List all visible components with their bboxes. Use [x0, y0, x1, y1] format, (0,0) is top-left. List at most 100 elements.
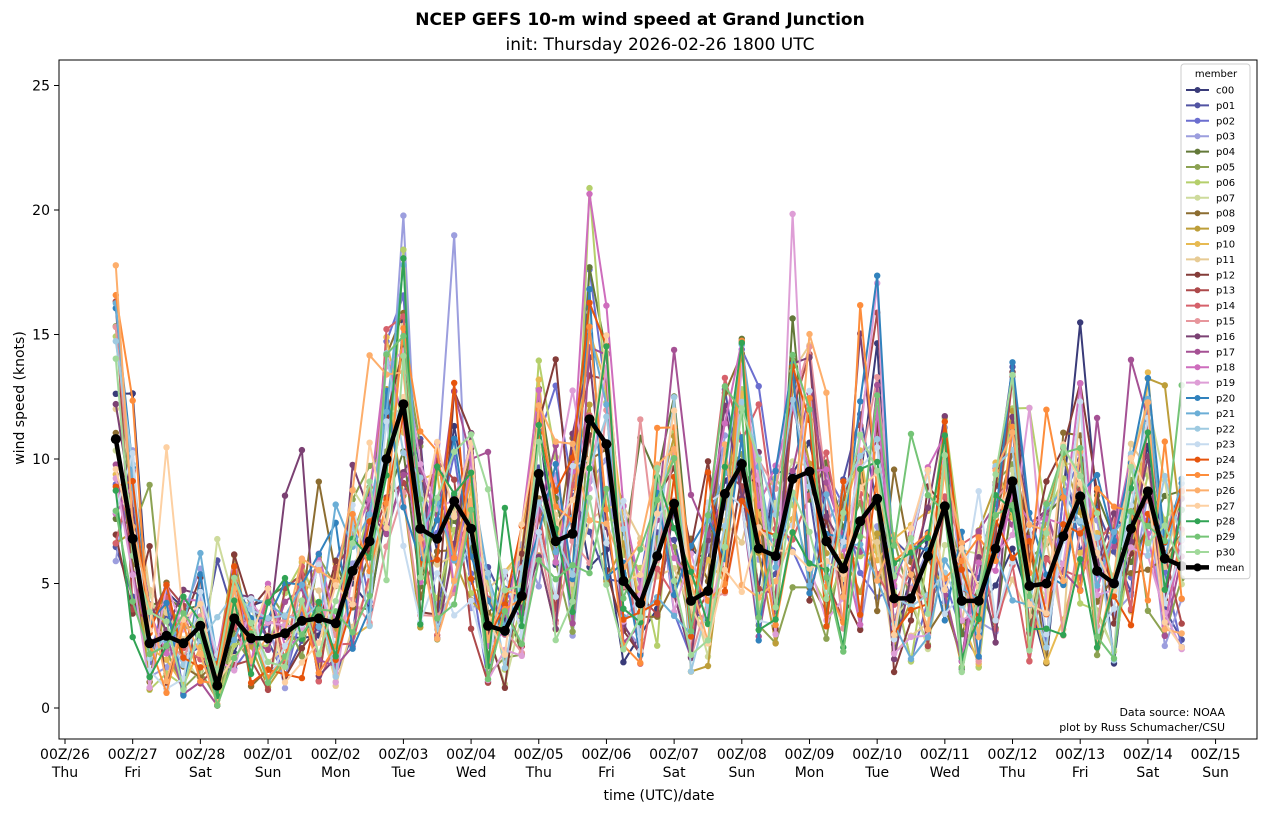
member-point-p29 [1043, 500, 1050, 508]
member-point-p29 [518, 640, 525, 648]
member-point-p18 [823, 466, 830, 473]
mean-point [804, 466, 815, 477]
legend-entry-c00: c00 [1186, 86, 1234, 97]
mean-point [821, 536, 832, 547]
member-point-p12 [518, 550, 525, 557]
member-point-p30 [924, 610, 932, 617]
member-point-p27 [383, 524, 390, 531]
legend-label: p11 [1216, 255, 1235, 266]
member-point-p18 [857, 621, 864, 628]
x-tick-label: 00Z/08 [717, 747, 767, 763]
x-tick-day-label: Fri [124, 765, 141, 781]
member-point-p27 [806, 565, 813, 572]
member-point-p28 [129, 633, 136, 641]
x-tick-label: 00Z/09 [785, 747, 835, 763]
member-point-p06 [654, 642, 661, 649]
member-point-p28 [670, 525, 678, 532]
member-point-p29 [1144, 522, 1152, 530]
member-point-p26 [907, 571, 915, 578]
member-point-p13 [654, 611, 661, 618]
member-point-p16 [1110, 510, 1118, 517]
member-point-p28 [1060, 631, 1067, 639]
legend-title: member [1195, 69, 1238, 80]
member-point-p22 [332, 673, 339, 680]
member-point-p08 [1060, 429, 1067, 436]
member-point-p27 [1026, 601, 1033, 608]
member-point-p30 [552, 636, 559, 644]
member-point-p14 [941, 493, 948, 500]
member-point-p03 [451, 232, 458, 239]
x-tick-day-label: Wed [456, 765, 487, 781]
member-point-p24 [569, 454, 576, 461]
member-point-p11 [434, 561, 441, 568]
member-point-p21 [670, 612, 678, 619]
legend-entry-p20: p20 [1186, 394, 1235, 405]
member-point-p09 [586, 401, 593, 408]
member-point-p30 [992, 471, 999, 478]
member-point-p20 [180, 692, 187, 699]
member-line-p30 [114, 355, 1183, 691]
member-point-p28 [434, 463, 441, 470]
legend-label: mean [1216, 563, 1244, 574]
member-point-p29 [755, 614, 762, 621]
member-point-p17 [400, 471, 407, 479]
legend-swatch-marker [1194, 194, 1201, 201]
member-point-p28 [315, 598, 322, 606]
member-point-p24 [823, 623, 830, 630]
member-point-p25 [1077, 587, 1084, 595]
member-point-p16 [417, 439, 424, 446]
legend-entry-p16: p16 [1186, 332, 1235, 343]
member-point-p24 [704, 469, 712, 476]
member-point-p30 [180, 686, 187, 693]
legend-label: p21 [1216, 409, 1235, 420]
mean-point [229, 613, 240, 624]
member-point-p12 [857, 626, 864, 634]
member-point-p25 [349, 510, 356, 518]
legend-label: p20 [1216, 394, 1235, 405]
mean-point [1024, 581, 1035, 591]
member-point-p29 [298, 631, 306, 638]
member-point-p20 [975, 653, 982, 660]
member-point-p16 [924, 504, 932, 512]
member-point-p19 [146, 684, 153, 691]
member-point-p28 [281, 574, 289, 582]
member-point-p26 [823, 389, 830, 396]
member-point-p22 [501, 664, 509, 671]
member-point-p29 [501, 608, 509, 615]
mean-line [113, 401, 1183, 688]
member-point-p16 [890, 655, 898, 663]
x-tick-day-label: Sat [189, 765, 212, 781]
member-point-p18 [992, 567, 999, 574]
member-point-p29 [603, 485, 610, 493]
member-point-p26 [434, 635, 441, 642]
member-point-p25 [197, 677, 204, 685]
member-point-p26 [163, 677, 170, 685]
member-point-p25 [637, 659, 644, 667]
legend-label: p18 [1216, 363, 1235, 374]
mean-point [364, 536, 375, 547]
member-point-p17 [383, 530, 390, 537]
member-point-p24 [840, 478, 847, 485]
member-point-p25 [163, 689, 170, 696]
mean-point [990, 543, 1001, 554]
x-tick-label: 00Z/28 [175, 747, 225, 763]
member-point-p22 [603, 413, 610, 420]
member-point-p29 [992, 511, 999, 519]
member-point-p27 [670, 407, 678, 414]
member-point-p17 [975, 528, 982, 535]
member-point-p23 [451, 612, 458, 619]
member-point-p05 [823, 635, 830, 642]
member-point-p25 [586, 323, 593, 330]
member-point-p13 [1178, 620, 1185, 627]
mean-point [499, 625, 510, 636]
member-point-p20 [772, 467, 779, 475]
member-point-p19 [569, 387, 576, 394]
member-point-p30 [738, 405, 745, 412]
member-point-p13 [924, 642, 932, 650]
member-point-p25 [383, 500, 390, 507]
member-point-p24 [247, 679, 255, 687]
legend-label: p04 [1216, 147, 1235, 158]
member-point-p30 [163, 618, 170, 625]
member-point-p16 [992, 639, 999, 646]
x-tick-day-label: Fri [598, 765, 615, 781]
